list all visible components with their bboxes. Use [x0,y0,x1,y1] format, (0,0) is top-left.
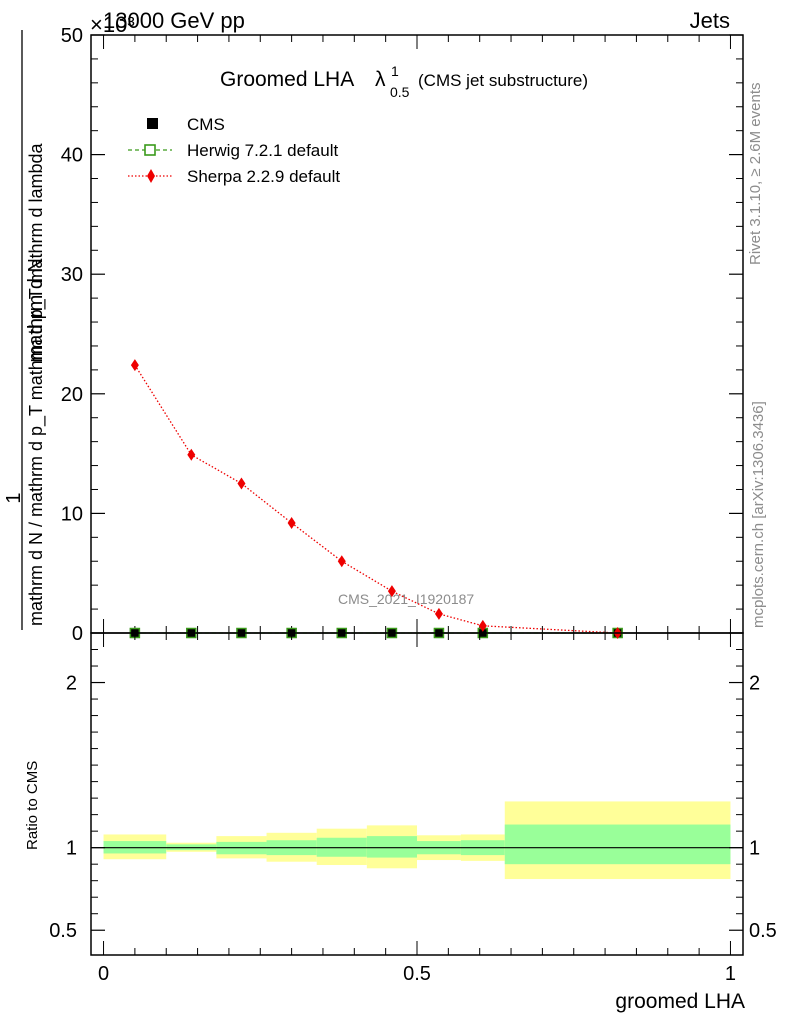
ratio-y-tick-label-right: 2 [749,673,760,695]
sherpa-data-point [237,477,246,490]
ratio-y-tick-label-right: 0.5 [749,920,777,942]
sherpa-data-point [337,555,346,568]
sherpa-data-point [387,585,396,598]
sherpa-data-point [130,359,139,372]
y-label-bottom-fraction: mathrm d N / mathrm d p_T mathrm d p_T m… [26,143,47,626]
ratio-inner-band [366,836,417,858]
sherpa-data-point [187,448,196,461]
ratio-plot-axes: 0.5 0.5 1 1 2 2 0 0.5 1 [49,633,777,985]
ratio-plot-frame [90,632,744,956]
ratio-inner-band [504,824,731,865]
legend: CMS Herwig 7.2.1 default Sherpa 2.2.9 de… [128,115,340,186]
legend-herwig-label: Herwig 7.2.1 default [187,141,338,160]
main-y-tick-label: 20 [61,384,83,406]
y-label-numerator-one: 1 [3,492,25,503]
plot-title: Groomed LHA [220,68,354,91]
y-label-top-fraction: mathrm d N [25,258,47,362]
main-y-tick-label: 40 [61,145,83,167]
plot-title-superscript: 1 [391,63,399,79]
legend-sherpa-label: Sherpa 2.2.9 default [187,167,340,186]
main-y-tick-label: 50 [61,25,83,47]
x-tick-label: 1 [725,963,736,985]
main-y-tick-label: 30 [61,264,83,286]
legend-herwig-marker [144,144,156,156]
ratio-y-tick-label: 2 [66,673,77,695]
sherpa-data-point [434,607,443,620]
mcplots-text: mcplots.cern.ch [arXiv:1306.3436] [750,401,767,628]
main-plot-axes: 0 10 20 30 40 50 [61,25,743,645]
main-y-tick-label: 0 [72,623,83,645]
x-axis-label: groomed LHA [615,990,745,1013]
ratio-y-axis-label: Ratio to CMS [24,761,41,850]
sherpa-data-point [287,516,296,529]
header-jets-label: Jets [690,8,730,33]
legend-cms-marker [147,118,158,129]
ratio-y-tick-label-right: 1 [749,838,760,860]
header-process-label: 13000 GeV pp [103,8,245,33]
ratio-y-tick-label: 0.5 [49,920,77,942]
analysis-watermark: CMS_2021_I1920187 [338,591,474,607]
main-y-tick-label: 10 [61,503,83,525]
plot-title-symbol: λ [375,68,386,91]
ratio-y-tick-label: 1 [66,838,77,860]
exponent-label: ×10³ [90,12,135,37]
plot-title-subscript: 0.5 [390,84,410,100]
legend-sherpa-marker [147,169,155,183]
x-tick-label: 0 [98,963,109,985]
main-y-axis-label: 1 mathrm d N mathrm d N / mathrm d p_T m… [3,30,47,630]
legend-cms-label: CMS [187,115,225,134]
ratio-bands [91,801,743,880]
sherpa-data-point [478,619,487,632]
rivet-version-text: Rivet 3.1.10, ≥ 2.6M events [747,83,764,266]
x-tick-label: 0.5 [403,963,431,985]
plot-subtitle: (CMS jet substructure) [418,71,588,90]
